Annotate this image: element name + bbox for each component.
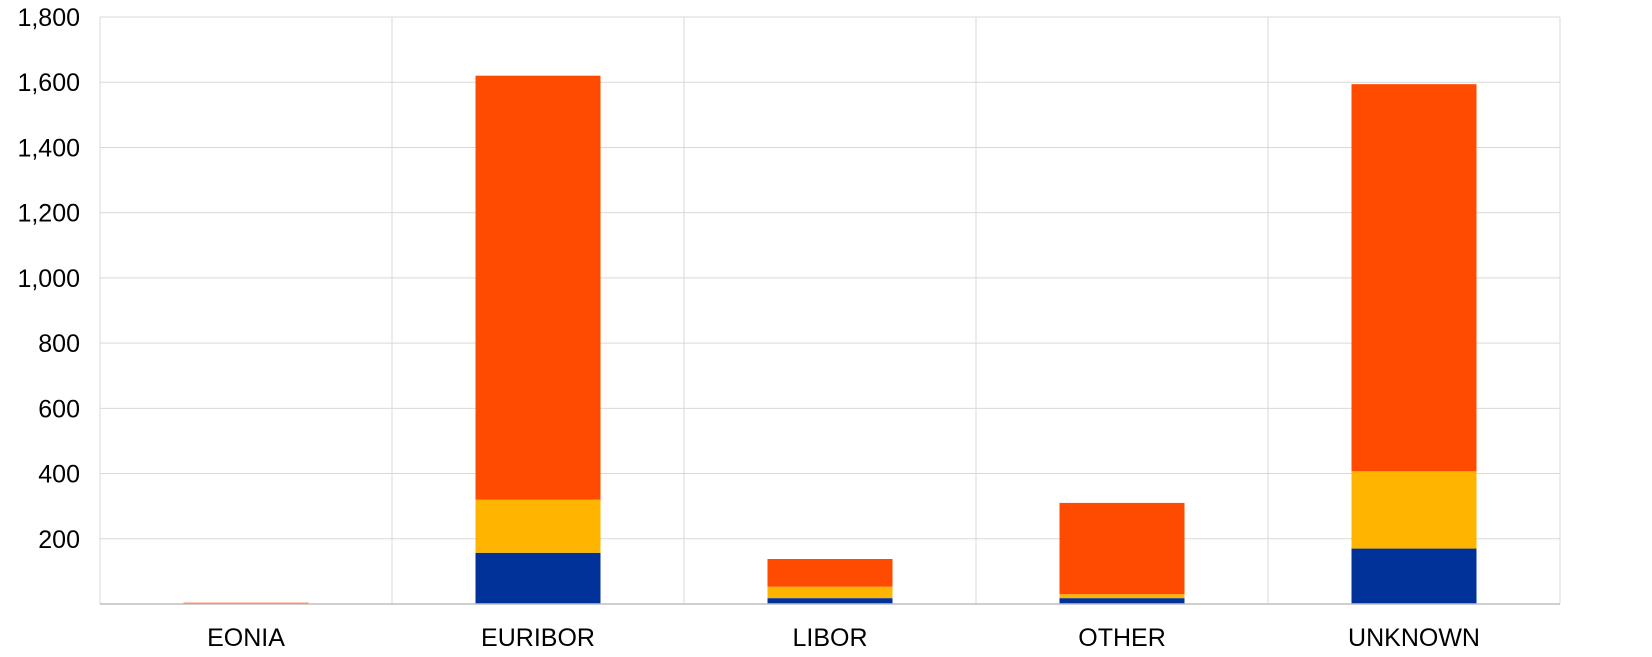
x-category-label: OTHER xyxy=(1078,624,1166,652)
y-tick-label: 600 xyxy=(38,395,80,423)
x-axis-categories: EONIA EURIBOR LIBOR OTHER UNKNOWN xyxy=(207,624,1480,652)
y-tick-label: 1,600 xyxy=(17,69,80,97)
y-tick-label: 1,000 xyxy=(17,265,80,293)
x-category-label: UNKNOWN xyxy=(1348,624,1480,652)
x-category-label: EONIA xyxy=(207,624,285,652)
bar-segment-other-2 xyxy=(1059,502,1185,595)
x-category-label: EURIBOR xyxy=(481,624,595,652)
y-tick-label: 1,400 xyxy=(17,134,80,162)
bar-series xyxy=(183,75,1477,604)
y-tick-label: 1,200 xyxy=(17,200,80,228)
y-axis-ticks: 200 400 600 800 1,000 1,200 1,400 1,600 1,800 xyxy=(17,4,80,554)
bar-segment-libor-0 xyxy=(767,598,893,604)
bar-segment-other-1 xyxy=(1059,594,1185,599)
y-tick-label: 200 xyxy=(38,526,80,554)
gridlines xyxy=(99,16,1561,604)
bar-segment-unknown-1 xyxy=(1351,471,1477,549)
x-category-label: LIBOR xyxy=(792,624,867,652)
y-tick-label: 1,800 xyxy=(17,4,80,32)
bar-segment-libor-1 xyxy=(767,586,893,599)
bar-segment-unknown-0 xyxy=(1351,548,1477,604)
y-tick-label: 800 xyxy=(38,330,80,358)
bar-segment-unknown-2 xyxy=(1351,84,1477,472)
bar-segment-libor-2 xyxy=(767,558,893,587)
bar-segment-other-0 xyxy=(1059,598,1185,604)
bar-segment-euribor-2 xyxy=(475,75,601,500)
bar-segment-euribor-0 xyxy=(475,552,601,604)
bar-segment-euribor-1 xyxy=(475,499,601,553)
y-tick-label: 400 xyxy=(38,461,80,489)
